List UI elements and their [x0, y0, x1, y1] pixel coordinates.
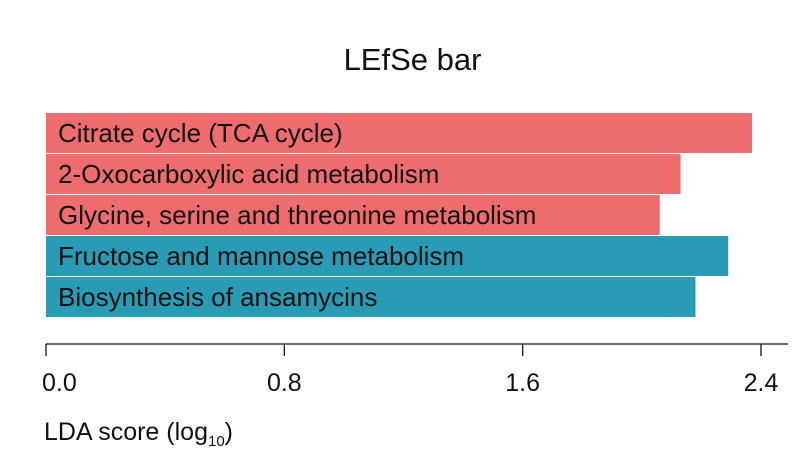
bar-2	[46, 195, 660, 235]
bar-0	[46, 113, 753, 153]
x-axis-label-close: )	[224, 418, 233, 446]
x-tick-label-0: 0.0	[42, 369, 77, 397]
x-tick-label-2: 1.6	[505, 369, 540, 397]
x-tick-label-1: 0.8	[267, 369, 302, 397]
x-axis: 0.0 0.8 1.6 2.4	[42, 343, 788, 397]
bars-layer: Citrate cycle (TCA cycle) 2-Oxocarboxylic…	[46, 113, 753, 317]
bar-label-1: 2-Oxocarboxylic acid metabolism	[58, 159, 439, 189]
bar-label-4: Biosynthesis of ansamycins	[58, 282, 377, 312]
bar-label-2: Glycine, serine and threonine metabolism	[58, 200, 536, 230]
x-axis-label: LDA score (log10)	[44, 418, 233, 450]
bar-3	[46, 236, 729, 276]
x-axis-label-main: LDA score (	[44, 418, 175, 446]
x-axis-label-base: log	[174, 418, 208, 446]
bar-1	[46, 154, 681, 194]
x-axis-label-subscript: 10	[207, 433, 225, 450]
bar-label-0: Citrate cycle (TCA cycle)	[58, 118, 343, 148]
bar-4	[46, 277, 696, 317]
x-tick-label-3: 2.4	[744, 369, 779, 397]
chart-title: LEfSe bar	[343, 42, 482, 77]
bar-label-3: Fructose and mannose metabolism	[58, 241, 464, 271]
